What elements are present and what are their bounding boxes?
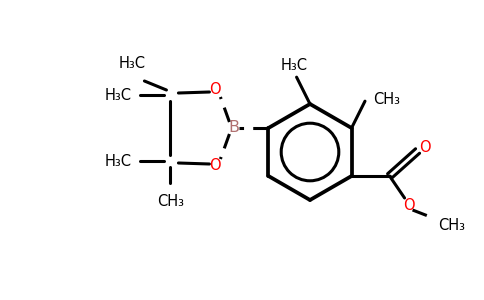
Text: CH₃: CH₃	[157, 194, 184, 208]
Text: O: O	[210, 82, 221, 98]
Text: CH₃: CH₃	[374, 92, 400, 107]
Text: O: O	[403, 199, 414, 214]
Text: H₃C: H₃C	[105, 88, 132, 103]
Text: H₃C: H₃C	[119, 56, 146, 70]
Text: CH₃: CH₃	[438, 218, 465, 232]
Text: H₃C: H₃C	[281, 58, 308, 73]
Text: B: B	[228, 121, 239, 136]
Text: O: O	[210, 158, 221, 173]
Text: O: O	[419, 140, 430, 155]
Text: H₃C: H₃C	[105, 154, 132, 169]
